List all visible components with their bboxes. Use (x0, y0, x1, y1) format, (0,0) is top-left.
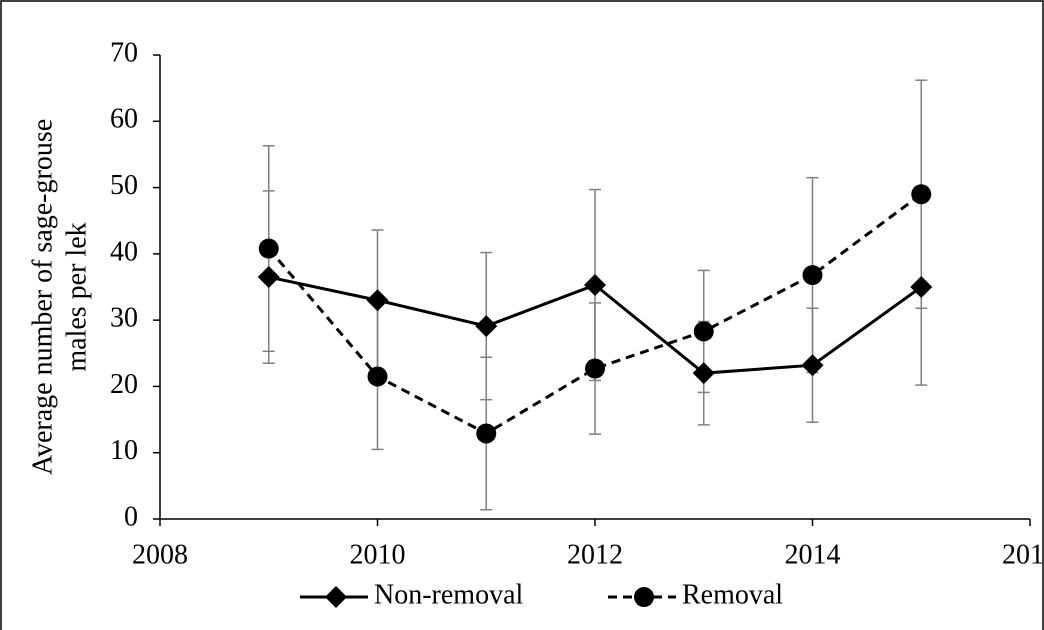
marker (325, 586, 347, 608)
x-tick-label: 2010 (350, 539, 406, 570)
y-tick-label: 40 (110, 236, 138, 267)
y-axis-label: Average number of sage-grouse (27, 119, 58, 475)
legend-label: Removal (682, 579, 783, 610)
x-tick-label: 2014 (785, 539, 841, 570)
y-tick-label: 70 (110, 37, 138, 68)
y-tick-label: 60 (110, 104, 138, 135)
marker (476, 423, 497, 444)
legend-label: Non-removal (374, 579, 524, 610)
marker (367, 366, 388, 387)
y-axis-label: males per lek (61, 222, 92, 371)
marker (911, 184, 932, 205)
y-tick-label: 10 (110, 435, 138, 466)
marker (802, 265, 823, 286)
marker (584, 274, 606, 297)
x-tick-label: 2012 (567, 539, 623, 570)
y-tick-label: 0 (124, 501, 138, 532)
marker (910, 276, 933, 298)
x-tick-label: 2008 (132, 539, 188, 570)
marker (801, 354, 824, 377)
marker (257, 266, 280, 289)
marker (366, 289, 389, 312)
marker (693, 321, 714, 342)
y-tick-label: 20 (110, 369, 138, 400)
y-tick-label: 30 (110, 303, 138, 334)
marker (692, 362, 715, 385)
marker (258, 238, 279, 259)
marker (475, 315, 498, 338)
marker (634, 587, 654, 607)
y-tick-label: 50 (110, 170, 138, 201)
x-tick-label: 2016 (1002, 539, 1044, 570)
marker (585, 358, 605, 379)
